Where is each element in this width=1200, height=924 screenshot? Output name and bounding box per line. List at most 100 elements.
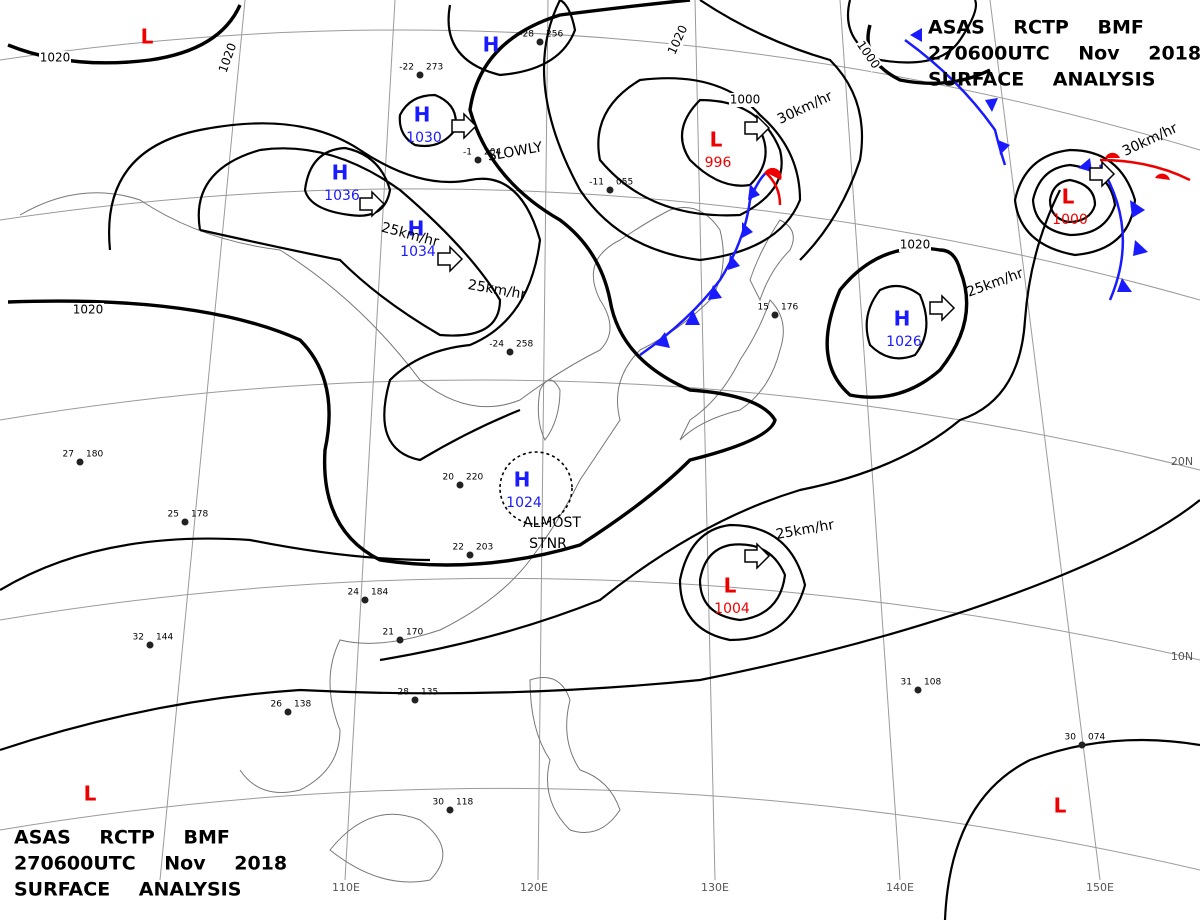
center-letter: H — [514, 468, 531, 492]
front-symbol — [742, 222, 753, 238]
front-symbol — [1105, 152, 1120, 158]
coastline — [679, 299, 784, 441]
motion-arrow — [929, 294, 956, 322]
meridian — [537, 0, 549, 881]
station-marker — [284, 708, 292, 716]
station-marker — [146, 641, 154, 649]
isobar — [379, 189, 1061, 662]
title-line: 270600UTC Nov 2018 — [14, 853, 287, 875]
station-marker — [771, 311, 779, 319]
cold-front — [639, 168, 771, 357]
isobar — [0, 499, 1200, 752]
front-symbol — [708, 285, 722, 300]
station-temp: -22 — [399, 63, 414, 73]
station-temp: 27 — [63, 450, 74, 460]
station-marker — [446, 806, 454, 814]
meridian — [344, 0, 396, 881]
station-temp: 28 — [398, 688, 410, 698]
isobar-label-bg — [39, 51, 71, 65]
station-pressure: 055 — [616, 178, 633, 188]
center-pressure: 1004 — [714, 601, 750, 617]
station-temp: 25 — [168, 510, 179, 520]
warm-front — [764, 171, 782, 206]
isobar — [1031, 163, 1117, 237]
station-temp: 21 — [383, 628, 394, 638]
front-symbol — [1155, 173, 1170, 180]
graticule-label: 10N — [1171, 650, 1193, 663]
motion-arrow — [744, 114, 771, 142]
isobar — [0, 537, 431, 591]
isobar — [699, 0, 864, 261]
station-pressure: 074 — [1088, 733, 1105, 743]
station-pressure: 273 — [426, 63, 443, 73]
center-pressure: 996 — [705, 155, 732, 171]
isobar — [865, 284, 928, 360]
graticule-label: 20N — [1171, 455, 1193, 468]
station-marker — [416, 71, 424, 79]
isobar-label: 1020 — [73, 303, 104, 317]
station-temp: 24 — [348, 588, 360, 598]
center-letter: H — [408, 217, 425, 241]
center-pressure: 1026 — [886, 334, 922, 350]
graticule-label: 130E — [701, 881, 729, 894]
station-marker — [396, 636, 404, 644]
parallel — [0, 188, 1200, 301]
station-pressure: 258 — [516, 340, 533, 350]
isobar-label-group: 1020 — [899, 238, 931, 252]
isobar — [698, 543, 787, 622]
meridian — [159, 0, 246, 881]
station-marker — [456, 481, 464, 489]
isobar-label-bg — [215, 40, 241, 76]
front-symbol — [1117, 278, 1132, 292]
graticule-label: 120E — [520, 881, 548, 894]
parallel — [0, 787, 1200, 871]
station-pressure: 178 — [191, 510, 208, 520]
station-pressure: 203 — [476, 543, 493, 553]
motion-arrow — [451, 112, 478, 140]
center-letter: L — [710, 128, 723, 152]
isobar — [542, 0, 802, 262]
station-temp: 31 — [901, 678, 912, 688]
motion-label: ALMOST — [523, 515, 581, 531]
station-pressure: 204 — [484, 148, 501, 158]
front-symbol — [998, 140, 1010, 155]
front-symbol — [765, 167, 782, 180]
front-symbol — [985, 98, 998, 112]
isobar-label-group: 1000 — [729, 93, 761, 107]
station-pressure: 138 — [294, 700, 311, 710]
station-pressure: 256 — [546, 30, 563, 40]
station-temp: -11 — [589, 178, 604, 188]
front-symbol — [1078, 158, 1092, 172]
station-pressure: 184 — [371, 588, 388, 598]
isobar-label-bg — [664, 22, 692, 58]
isobar — [303, 146, 392, 217]
labels: ASAS RCTP BMF 270600UTC Nov 2018 SURFACE A… — [14, 17, 1200, 901]
station-marker — [411, 696, 419, 704]
station-temp: 26 — [271, 700, 283, 710]
isobar — [846, 0, 978, 64]
coastline — [537, 379, 561, 441]
graticule-label: 140E — [886, 881, 914, 894]
title-line: ASAS RCTP BMF — [928, 17, 1144, 39]
front-symbol — [748, 184, 760, 200]
motion-arrow — [744, 542, 771, 570]
title-line: ASAS RCTP BMF — [14, 827, 230, 849]
station-pressure: 108 — [924, 678, 941, 688]
motion-arrows — [359, 112, 1116, 570]
meridian — [694, 0, 716, 881]
station-temp: 32 — [133, 633, 144, 643]
station-pressure: 144 — [156, 633, 173, 643]
station-temp: -24 — [489, 340, 504, 350]
front-symbol — [728, 254, 740, 270]
isobar — [678, 523, 807, 642]
graticule — [0, 0, 1200, 881]
station-pressure: 180 — [86, 450, 103, 460]
motion-arrow — [1089, 160, 1116, 188]
station-temp: 30 — [433, 798, 445, 808]
title-line: SURFACE ANALYSIS — [14, 879, 241, 901]
coastline — [329, 813, 444, 883]
